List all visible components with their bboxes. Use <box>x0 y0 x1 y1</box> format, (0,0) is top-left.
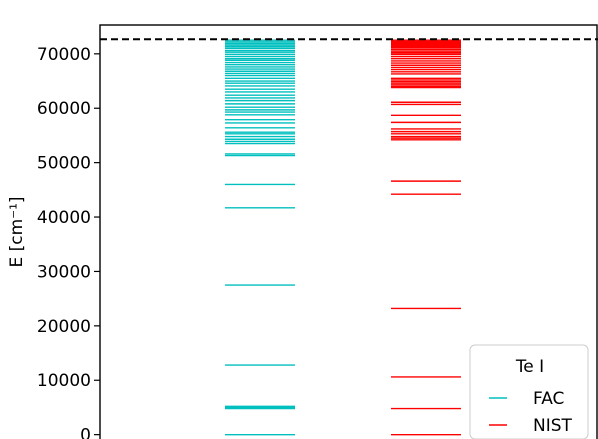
y-axis-label: E [cm⁻¹] <box>7 196 27 267</box>
y-tick-label-6: 60000 <box>37 99 91 119</box>
y-tick-label-4: 40000 <box>37 208 91 228</box>
y-axis: 0 10000 20000 30000 40000 50000 60000 70000 <box>37 45 100 439</box>
y-tick-label-3: 30000 <box>37 262 91 282</box>
legend-label-nist: NIST <box>533 416 573 436</box>
plot-frame <box>99 24 598 439</box>
legend-title: Te I <box>515 357 544 377</box>
y-tick-label-1: 10000 <box>37 371 91 391</box>
legend: Te I FAC NIST <box>469 344 589 439</box>
y-tick-label-7: 70000 <box>37 45 91 65</box>
levels-layer <box>225 39 461 436</box>
y-tick-label-2: 20000 <box>37 317 91 337</box>
y-tick-label-5: 50000 <box>37 154 91 174</box>
y-tick-label-0: 0 <box>80 426 91 439</box>
legend-box <box>469 344 589 439</box>
legend-label-fac: FAC <box>533 389 564 409</box>
